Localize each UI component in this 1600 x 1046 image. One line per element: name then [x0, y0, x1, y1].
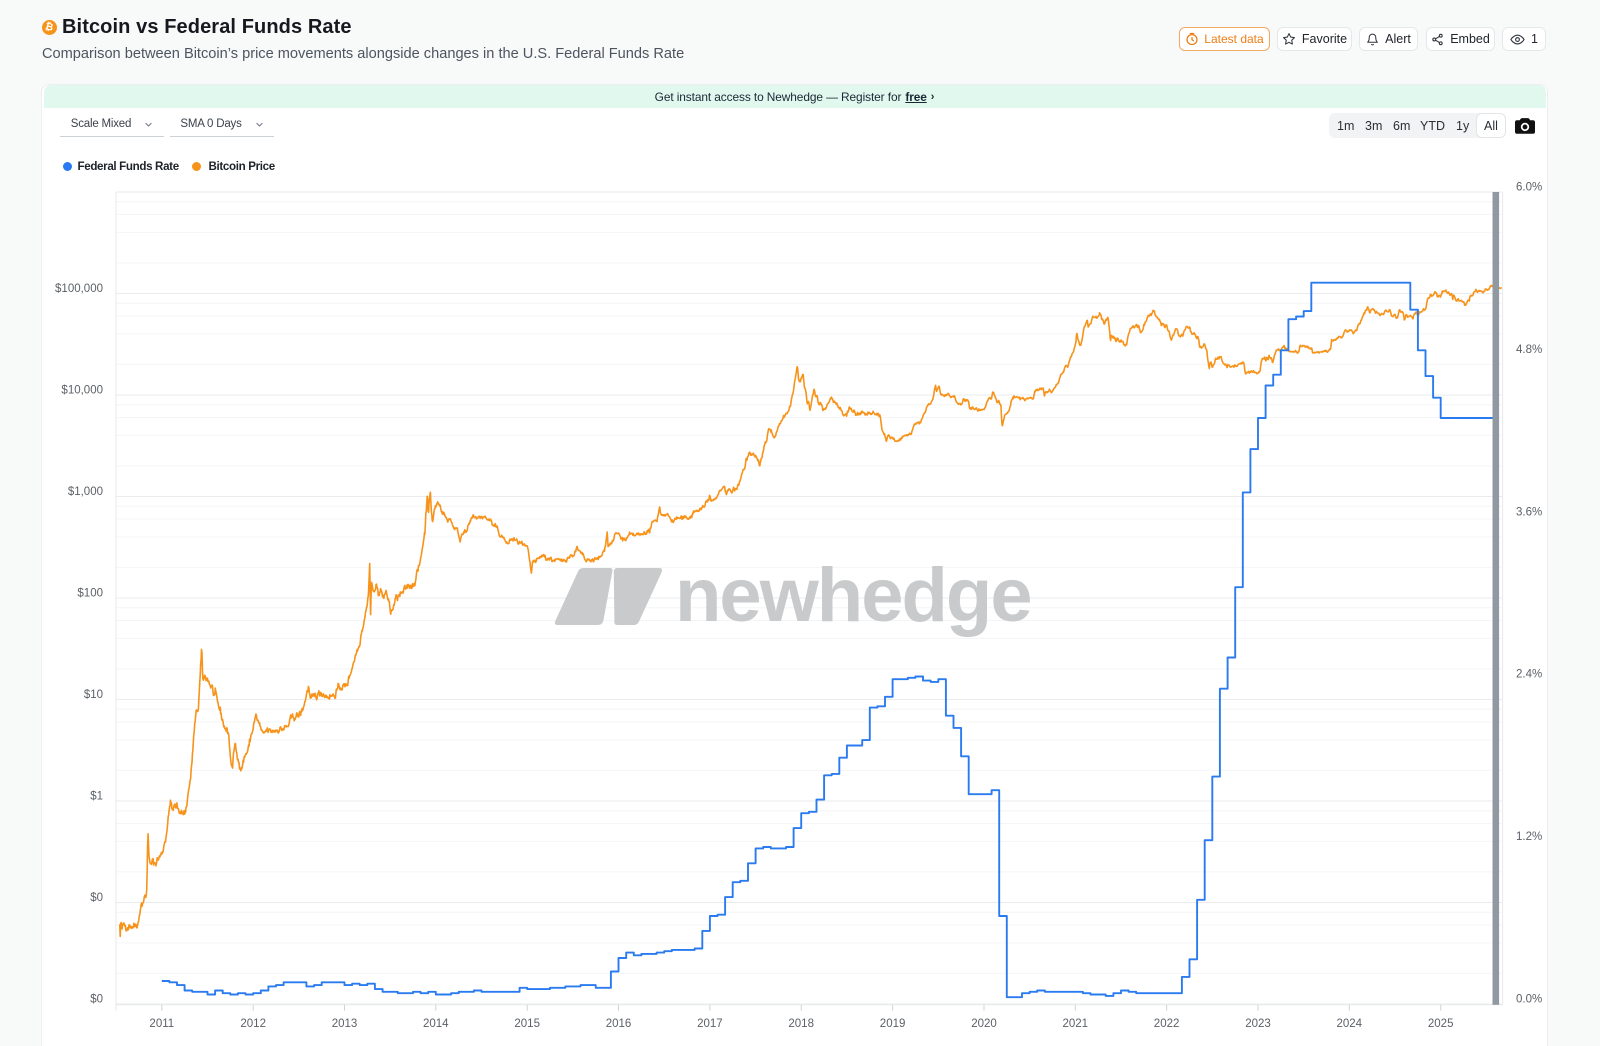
svg-text:2018: 2018 — [788, 1018, 814, 1030]
svg-text:$10,000: $10,000 — [61, 385, 103, 397]
svg-text:3.6%: 3.6% — [1516, 506, 1542, 518]
svg-text:2015: 2015 — [514, 1018, 540, 1030]
svg-text:2012: 2012 — [240, 1018, 266, 1030]
svg-text:2023: 2023 — [1245, 1018, 1271, 1030]
svg-text:2025: 2025 — [1428, 1018, 1454, 1030]
svg-text:2016: 2016 — [606, 1018, 632, 1030]
svg-text:$1: $1 — [90, 791, 103, 803]
svg-text:6.0%: 6.0% — [1516, 182, 1542, 194]
svg-text:2017: 2017 — [697, 1018, 723, 1030]
svg-text:2022: 2022 — [1154, 1018, 1180, 1030]
svg-text:2.4%: 2.4% — [1516, 669, 1542, 681]
svg-text:$100: $100 — [77, 588, 103, 600]
svg-text:1.2%: 1.2% — [1516, 831, 1542, 843]
svg-text:2021: 2021 — [1063, 1018, 1089, 1030]
svg-text:2011: 2011 — [149, 1018, 174, 1030]
svg-text:$1,000: $1,000 — [68, 486, 103, 498]
svg-text:2013: 2013 — [332, 1018, 358, 1030]
svg-text:2019: 2019 — [880, 1018, 906, 1030]
svg-text:2014: 2014 — [423, 1018, 449, 1030]
svg-text:newhedge: newhedge — [675, 553, 1031, 638]
svg-text:$100,000: $100,000 — [55, 283, 103, 295]
svg-text:4.8%: 4.8% — [1516, 344, 1542, 356]
svg-text:2024: 2024 — [1337, 1018, 1363, 1030]
svg-text:2020: 2020 — [971, 1018, 997, 1030]
svg-text:0.0%: 0.0% — [1516, 994, 1542, 1006]
svg-text:$10: $10 — [84, 689, 103, 701]
svg-text:$0: $0 — [90, 892, 103, 904]
svg-text:$0: $0 — [90, 994, 103, 1006]
